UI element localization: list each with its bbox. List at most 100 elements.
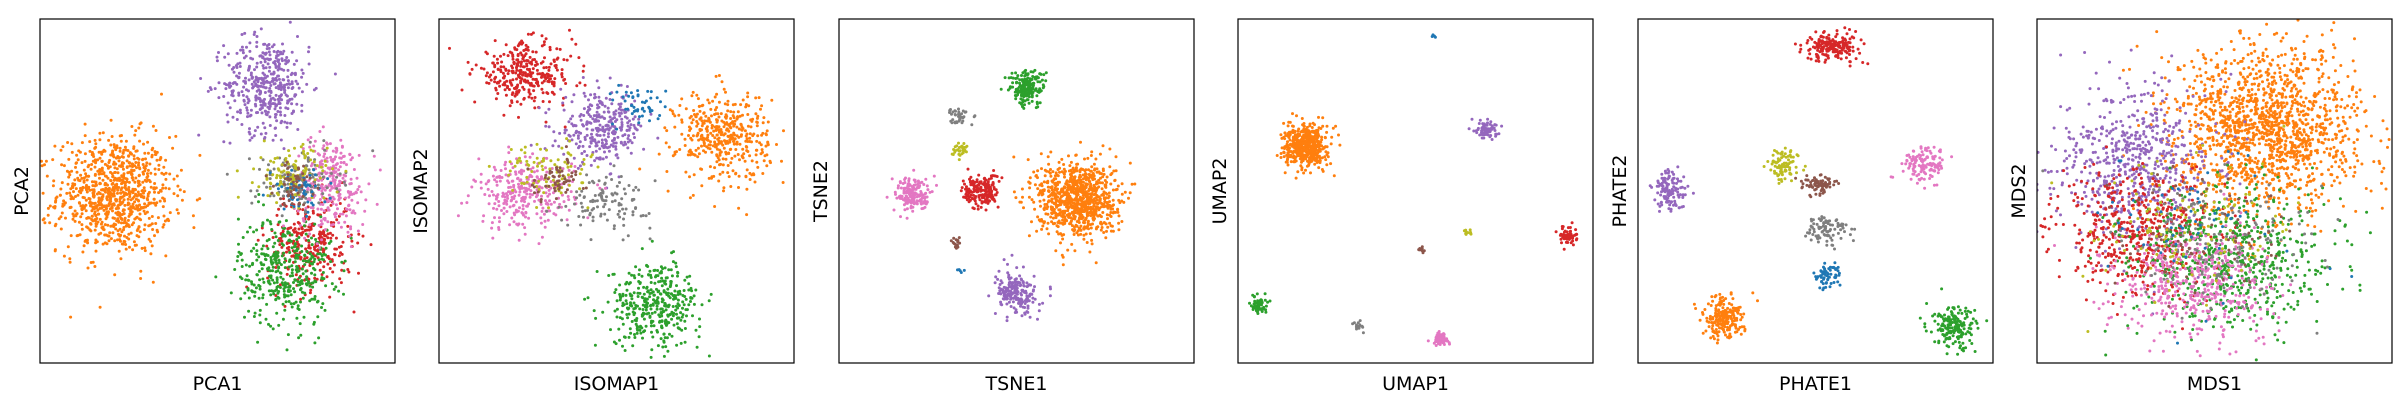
- scatter-point: [267, 46, 271, 50]
- scatter-point: [85, 190, 89, 194]
- scatter-point: [585, 120, 589, 124]
- scatter-point: [80, 161, 84, 165]
- scatter-point: [60, 211, 64, 215]
- scatter-point: [562, 152, 566, 156]
- scatter-point: [79, 173, 83, 177]
- scatter-point: [224, 83, 228, 87]
- scatter-point: [104, 190, 107, 194]
- scatter-point: [729, 110, 733, 114]
- scatter-point: [466, 60, 470, 64]
- scatter-point: [576, 136, 580, 140]
- scatter-point: [325, 156, 329, 160]
- scatter-point: [97, 201, 101, 205]
- scatter-point: [317, 201, 321, 205]
- scatter-point: [553, 189, 557, 193]
- scatter-point: [291, 110, 295, 114]
- cluster-6: [545, 164, 657, 242]
- scatter-point: [491, 236, 495, 240]
- scatter-point: [596, 119, 600, 123]
- scatter-point: [273, 62, 277, 66]
- scatter-point: [316, 299, 320, 303]
- scatter-point: [661, 279, 665, 283]
- scatter-point: [616, 156, 620, 160]
- scatter-point: [150, 244, 154, 248]
- y-axis-label: PCA2: [11, 166, 33, 216]
- scatter-point: [720, 80, 724, 84]
- scatter-point: [132, 221, 136, 225]
- scatter-point: [290, 71, 294, 75]
- scatter-point: [109, 237, 113, 241]
- scatter-point: [539, 200, 543, 204]
- scatter-point: [97, 212, 101, 216]
- scatter-point: [643, 297, 647, 301]
- scatter-point: [118, 146, 122, 150]
- scatter-point: [643, 101, 647, 105]
- scatter-point: [523, 195, 527, 199]
- scatter-point: [248, 49, 252, 53]
- scatter-point: [546, 73, 550, 77]
- scatter-point: [267, 69, 271, 73]
- scatter-point: [40, 159, 43, 163]
- scatter-point: [111, 209, 114, 213]
- scatter-point: [548, 48, 552, 52]
- scatter-point: [608, 92, 612, 96]
- scatter-point: [100, 169, 104, 172]
- scatter-point: [291, 196, 295, 200]
- scatter-point: [552, 81, 556, 85]
- scatter-point: [236, 255, 240, 258]
- scatter-point: [528, 192, 532, 196]
- scatter-point: [749, 118, 753, 122]
- scatter-point: [282, 68, 286, 72]
- scatter-point: [235, 259, 239, 263]
- scatter-point: [633, 333, 636, 336]
- scatter-point: [629, 123, 633, 127]
- scatter-point: [120, 242, 124, 246]
- scatter-point: [512, 183, 516, 187]
- scatter-point: [269, 293, 273, 297]
- scatter-point: [138, 230, 142, 234]
- scatter-point: [716, 112, 720, 116]
- scatter-point: [272, 281, 276, 285]
- scatter-point: [601, 191, 605, 195]
- scatter-point: [729, 161, 733, 165]
- scatter-point: [511, 57, 515, 61]
- scatter-point: [93, 228, 97, 232]
- scatter-point: [639, 124, 643, 128]
- scatter-point: [756, 165, 760, 169]
- scatter-point: [285, 121, 289, 125]
- scatter-point: [167, 219, 171, 223]
- scatter-point: [286, 107, 290, 111]
- scatter-point: [567, 183, 571, 187]
- scatter-point: [305, 175, 309, 179]
- scatter-point: [607, 128, 611, 132]
- scatter-point: [301, 208, 305, 212]
- scatter-point: [233, 268, 237, 271]
- scatter-point: [319, 165, 323, 169]
- scatter-point: [598, 123, 602, 127]
- scatter-point: [297, 186, 301, 190]
- scatter-point: [757, 96, 761, 100]
- scatter-point: [557, 144, 561, 148]
- scatter-point: [120, 230, 124, 234]
- scatter-point: [260, 81, 263, 85]
- scatter-point: [700, 119, 704, 123]
- scatter-point: [292, 205, 296, 209]
- scatter-point: [487, 75, 491, 79]
- scatter-point: [307, 168, 311, 172]
- scatter-point: [252, 134, 256, 138]
- scatter-point: [246, 97, 250, 101]
- scatter-point: [675, 322, 679, 326]
- scatter-point: [291, 173, 295, 177]
- scatter-point: [741, 113, 744, 117]
- scatter-point: [532, 170, 536, 174]
- scatter-point: [253, 30, 257, 34]
- scatter-point: [663, 105, 667, 109]
- scatter-point: [271, 173, 275, 177]
- scatter-point: [631, 213, 635, 217]
- scatter-point: [715, 118, 718, 122]
- scatter-point: [151, 280, 155, 284]
- scatter-point: [754, 153, 758, 157]
- scatter-point: [307, 215, 311, 219]
- scatter-point: [639, 331, 643, 335]
- scatter-point: [236, 217, 240, 221]
